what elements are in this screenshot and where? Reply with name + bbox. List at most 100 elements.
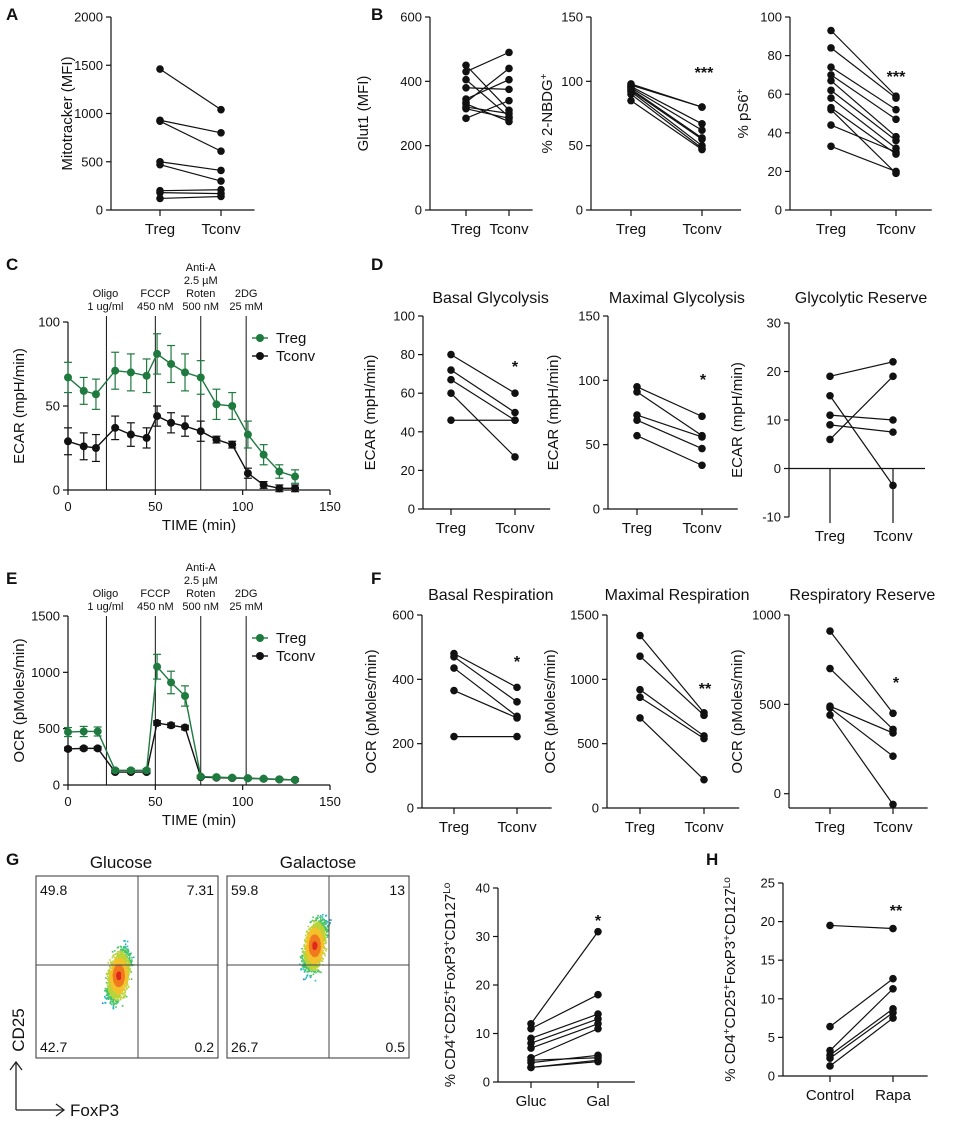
flow-event xyxy=(317,934,320,936)
flow-event xyxy=(112,1002,115,1004)
flow-event xyxy=(112,980,114,982)
flow-event xyxy=(115,968,117,971)
flow-event xyxy=(114,975,117,977)
flow-event xyxy=(323,929,325,931)
flow-event xyxy=(323,923,325,926)
flow-event xyxy=(121,980,124,982)
flow-event xyxy=(305,946,308,949)
flow-event xyxy=(310,926,313,929)
flow-event xyxy=(117,969,119,972)
flow-event xyxy=(115,957,118,959)
flow-event xyxy=(325,948,328,950)
flow-event xyxy=(311,967,314,969)
flow-event xyxy=(324,942,327,945)
flow-event xyxy=(123,950,126,953)
panel-label-h: H xyxy=(706,850,718,869)
flow-event xyxy=(120,984,122,987)
flow-event xyxy=(320,918,322,921)
flow-event xyxy=(303,956,306,958)
flow-event xyxy=(115,977,117,980)
flow-event xyxy=(321,936,323,939)
flow-event xyxy=(318,953,320,956)
flow-event xyxy=(120,992,122,994)
flow-event xyxy=(318,922,320,925)
flow-event xyxy=(125,947,127,950)
flow-event xyxy=(328,922,331,925)
flow-event xyxy=(311,949,314,952)
flow-event xyxy=(113,987,116,989)
flow-event xyxy=(127,960,130,962)
flow-event xyxy=(324,954,326,957)
flow-event xyxy=(117,967,120,969)
flow-event xyxy=(327,930,330,932)
flow-event xyxy=(308,970,311,973)
flow-event xyxy=(312,969,315,971)
flow-event xyxy=(126,969,128,971)
flow-event xyxy=(315,968,317,970)
flow-event xyxy=(320,915,322,917)
flow-event xyxy=(121,986,124,989)
flow-event xyxy=(326,936,329,938)
flow-event xyxy=(112,960,114,962)
flow-event xyxy=(315,935,318,937)
flow-event xyxy=(112,968,114,970)
flow-event xyxy=(110,975,113,978)
flow-event xyxy=(308,948,310,950)
flow-event xyxy=(117,972,120,974)
flow-event xyxy=(116,956,118,958)
flow-event xyxy=(119,959,121,961)
flow-event xyxy=(304,938,306,941)
flow-event xyxy=(112,999,115,1002)
panel-label-f: F xyxy=(371,569,381,588)
flow-event xyxy=(318,956,321,959)
flow-event xyxy=(115,990,118,993)
flow-event xyxy=(122,981,124,983)
flow-event xyxy=(311,953,313,956)
flow-event xyxy=(317,947,320,950)
flow-event xyxy=(315,919,318,921)
flow-event xyxy=(114,968,116,970)
flow-event xyxy=(306,937,308,940)
flow-event xyxy=(309,933,311,935)
flow-event xyxy=(309,935,312,938)
flow-event xyxy=(124,979,126,982)
panel-labels: A B C D E F G H xyxy=(6,5,718,869)
flow-event xyxy=(310,960,312,962)
flow-event xyxy=(320,942,322,945)
flow-event xyxy=(322,951,324,954)
panel-label-b: B xyxy=(371,5,383,24)
flow-event xyxy=(105,977,107,979)
flow-event xyxy=(315,917,318,919)
flow-event xyxy=(308,952,311,954)
flow-event xyxy=(322,933,324,936)
flow-event xyxy=(304,962,306,964)
flow-event xyxy=(307,944,310,947)
flow-event xyxy=(124,992,126,994)
flow-event xyxy=(127,957,130,959)
flow-event xyxy=(123,965,126,968)
flow-event xyxy=(319,956,322,959)
flow-event xyxy=(122,946,125,948)
flow-event xyxy=(105,972,108,975)
flow-event xyxy=(316,970,319,973)
flow-event xyxy=(322,946,325,949)
flow-event xyxy=(108,969,110,972)
flow-event xyxy=(111,991,114,993)
flow-event xyxy=(116,992,119,995)
flow-event xyxy=(115,971,118,974)
flow-event xyxy=(317,963,319,965)
flow-event xyxy=(117,972,119,974)
flow-event xyxy=(301,947,303,950)
flow-event xyxy=(306,948,309,951)
flow-event xyxy=(123,962,125,964)
flow-event xyxy=(126,987,128,989)
flow-event xyxy=(107,992,109,994)
flow-event xyxy=(124,972,127,974)
flow-event xyxy=(114,982,117,984)
flow-event xyxy=(319,926,322,929)
flow-event xyxy=(125,995,128,998)
flow-event xyxy=(320,931,323,934)
flow-event xyxy=(125,955,127,957)
flow-event xyxy=(130,960,133,962)
flow-event xyxy=(325,920,328,922)
